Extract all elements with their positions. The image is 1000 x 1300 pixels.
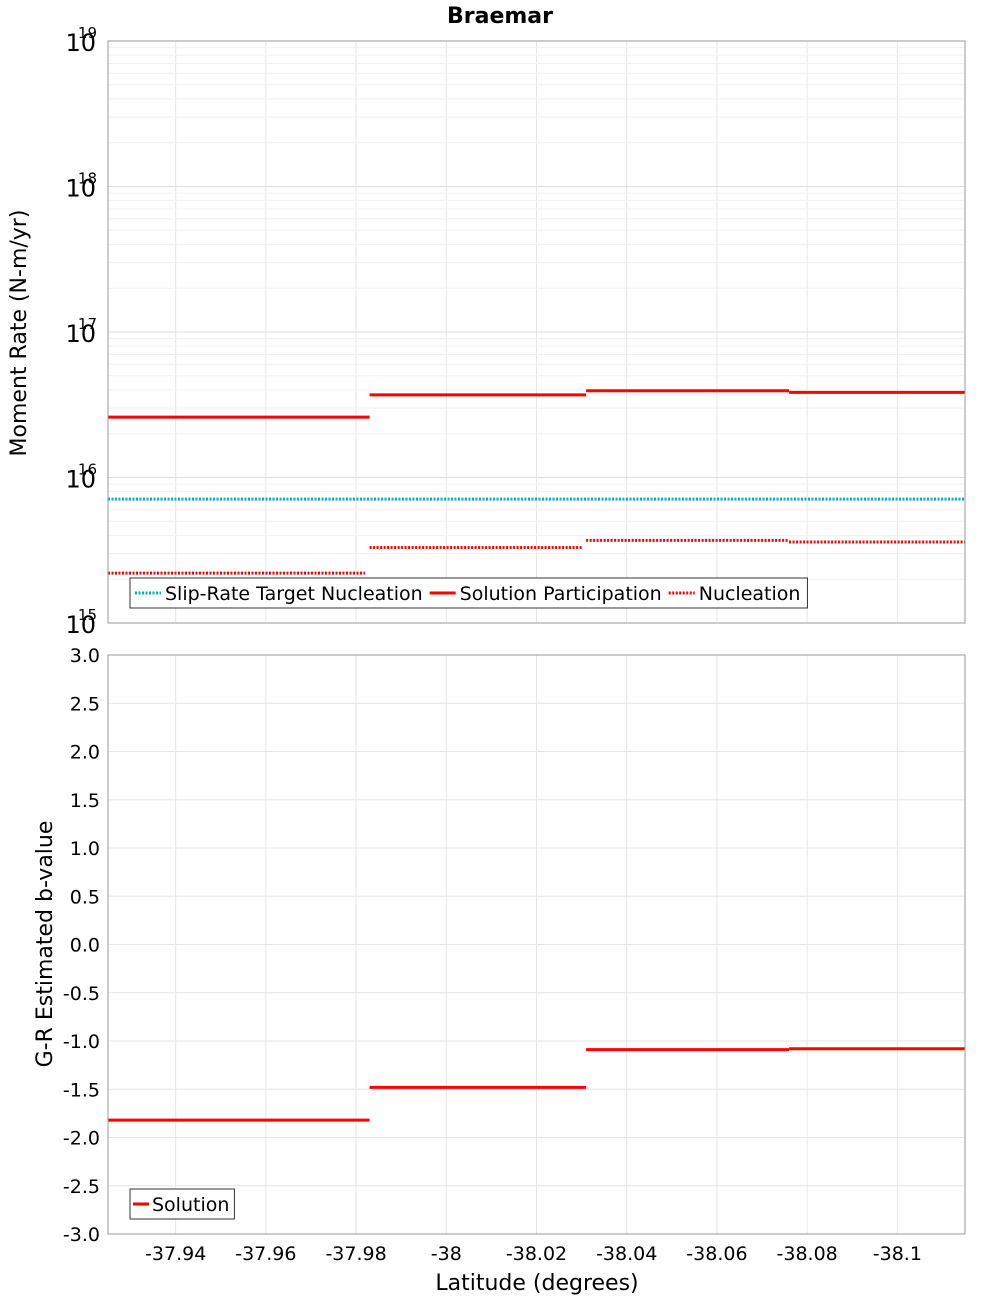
xtick-label: -38.08 <box>777 1243 838 1265</box>
chart-title: Braemar <box>447 4 553 29</box>
bottom-legend: Solution <box>129 1188 235 1220</box>
top-ytick-exponent: 18 <box>78 170 97 188</box>
bottom-ytick-label: -3.0 <box>63 1224 100 1246</box>
xtick-label: -37.98 <box>325 1243 386 1265</box>
bottom-ytick-label: 2.0 <box>70 742 100 764</box>
latitude-axis: -37.94 -37.96 -37.98 -38 -38.02 -38.04 -38.06 -… <box>145 1243 922 1265</box>
bottom-ytick-label: -2.5 <box>63 1176 100 1198</box>
top-ytick-base: 10 <box>65 29 96 57</box>
xtick-label: -38.02 <box>506 1243 567 1265</box>
top-plot-border <box>107 40 966 624</box>
bottom-ytick-label: 2.5 <box>70 693 100 715</box>
moment-rate-axis-label: Moment Rate (N-m/yr) <box>7 210 32 457</box>
top-ytick-base: 10 <box>65 320 96 348</box>
top-ytick-base: 10 <box>65 611 96 639</box>
legend-label-0: Slip-Rate Target Nucleation <box>165 583 423 605</box>
legend-label-solution: Solution <box>152 1194 229 1216</box>
bottom-ytick-label: 3.0 <box>70 645 100 667</box>
bottom-ytick-label: 1.5 <box>70 790 100 812</box>
latitude-axis-label: Latitude (degrees) <box>435 1271 638 1296</box>
top-ytick-exponent: 16 <box>78 461 97 479</box>
bottom-ytick-label: 0.5 <box>70 886 100 908</box>
bottom-ytick-label: 0.0 <box>70 935 100 957</box>
bottom-ytick-label: -0.5 <box>63 983 100 1005</box>
top-legend: Slip-Rate Target Nucleation Solution Part… <box>129 577 808 609</box>
bottom-ytick-label: -1.0 <box>63 1031 100 1053</box>
xtick-label: -37.96 <box>235 1243 296 1265</box>
top-ytick-base: 10 <box>65 466 96 494</box>
b-value-panel: 3.0 2.5 2.0 1.5 1.0 0.5 0.0 -0.5 -1.0 -1.5 -2.0 -2.… <box>63 645 966 1246</box>
bottom-plot-border <box>107 654 966 1235</box>
legend-label-2: Nucleation <box>699 583 801 605</box>
legend-label-1: Solution Participation <box>460 583 662 605</box>
bottom-ytick-label: 1.0 <box>70 838 100 860</box>
top-ytick-exponent: 19 <box>78 24 97 42</box>
top-ytick-base: 10 <box>65 175 96 203</box>
top-ytick-exponent: 17 <box>78 315 97 333</box>
bottom-ytick-label: -1.5 <box>63 1079 100 1101</box>
xtick-label: -38.06 <box>686 1243 747 1265</box>
b-value-axis-label: G-R Estimated b-value <box>33 821 58 1068</box>
xtick-label: -38.1 <box>873 1243 922 1265</box>
top-ytick-exponent: 15 <box>78 606 97 624</box>
bottom-ytick-label: -2.0 <box>63 1128 100 1150</box>
xtick-label: -38 <box>431 1243 462 1265</box>
xtick-label: -38.04 <box>596 1243 657 1265</box>
xtick-label: -37.94 <box>145 1243 206 1265</box>
